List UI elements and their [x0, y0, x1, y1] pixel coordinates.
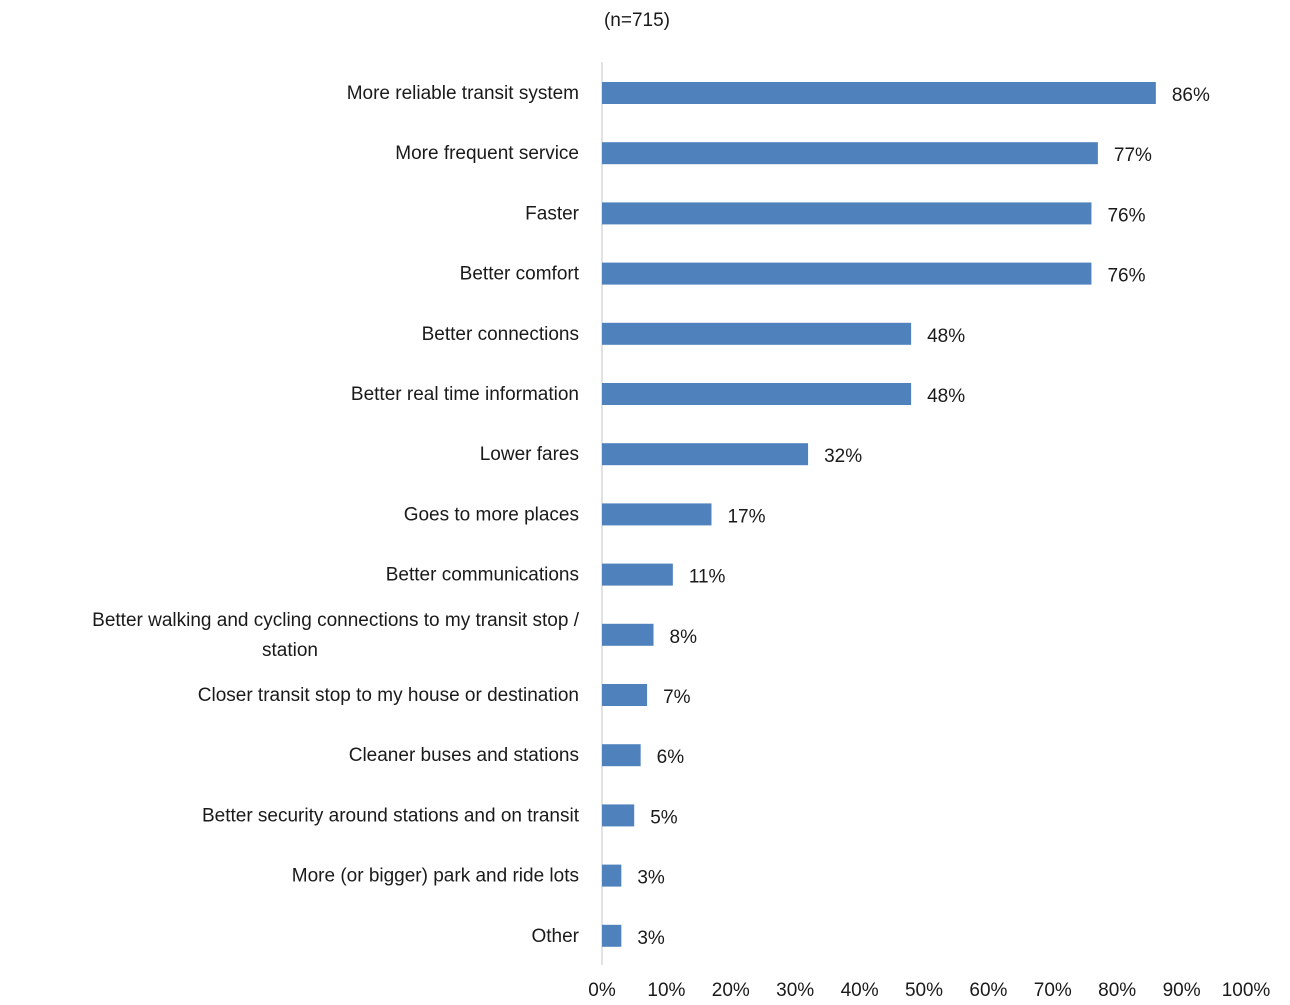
bar-row: Goes to more places 17%: [404, 503, 766, 527]
category-label-line: Better communications: [386, 565, 579, 586]
bar: [602, 684, 648, 706]
x-tick-label: 50%: [905, 980, 943, 1001]
bar-row: Faster 76%: [525, 202, 1146, 226]
x-tick-label: 10%: [647, 980, 685, 1001]
bar: [602, 383, 912, 405]
category-label-line: Closer transit stop to my house or desti…: [198, 685, 579, 706]
category-label: Better comfort: [460, 264, 580, 285]
category-label-line: Better connections: [422, 324, 579, 345]
bar-row: Better comfort 76%: [460, 262, 1146, 287]
bar: [602, 142, 1098, 165]
value-label: 6%: [657, 747, 685, 768]
x-axis-ticks: 0% 10% 20% 30% 40% 50% 60% 70% 80% 90% 100%: [588, 980, 1270, 1001]
bar: [602, 82, 1156, 104]
value-label: 76%: [1107, 205, 1145, 226]
bar: [602, 804, 635, 827]
value-label: 7%: [663, 687, 691, 708]
value-label: 5%: [650, 807, 678, 828]
bar: [602, 443, 809, 466]
bar-row: Cleaner buses and stations 6%: [349, 744, 684, 768]
bar: [602, 503, 712, 526]
category-label-line: Better security around stations and on t…: [202, 805, 580, 826]
category-label-line: More frequent service: [395, 143, 579, 164]
value-label: 11%: [689, 567, 726, 588]
value-label: 32%: [824, 446, 862, 467]
category-label-line: Cleaner buses and stations: [349, 745, 579, 766]
x-tick-label: 0%: [588, 980, 616, 1001]
bar-row: More reliable transit system 86%: [347, 82, 1210, 106]
category-label-line: Faster: [525, 203, 580, 224]
category-label: More reliable transit system: [347, 83, 579, 104]
category-label-line: Better real time information: [351, 384, 579, 405]
bar: [602, 864, 622, 887]
category-label-line: station: [262, 640, 318, 661]
bar-row: Better walking and cycling connections t…: [92, 610, 697, 661]
x-tick-label: 70%: [1034, 980, 1072, 1001]
value-label: 17%: [727, 506, 765, 527]
bar-row: Better communications 11%: [386, 563, 726, 588]
category-label: More (or bigger) park and ride lots: [292, 866, 579, 887]
bar: [602, 563, 673, 586]
value-label: 3%: [637, 868, 665, 889]
category-label-line: Goes to more places: [404, 504, 579, 525]
category-label: Better communications: [386, 565, 579, 586]
x-tick-label: 20%: [712, 980, 750, 1001]
bar-row: Better connections 48%: [422, 322, 965, 347]
category-label-line: Lower fares: [480, 444, 579, 465]
value-label: 48%: [927, 386, 965, 407]
bar-row: More frequent service 77%: [395, 142, 1152, 166]
bar-row: Other 3%: [531, 924, 665, 949]
value-label: 86%: [1172, 85, 1210, 106]
bars-group: More reliable transit system 86% More freq…: [92, 82, 1210, 949]
category-label: Better security around stations and on t…: [202, 805, 580, 826]
category-label: Goes to more places: [404, 504, 579, 525]
bar: [602, 262, 1092, 285]
bar: [602, 744, 641, 767]
category-label: Faster: [525, 203, 580, 224]
x-tick-label: 60%: [969, 980, 1007, 1001]
x-tick-label: 90%: [1163, 980, 1201, 1001]
bar: [602, 322, 912, 345]
category-label-line: Better comfort: [460, 264, 580, 285]
bar-row: Better real time information 48%: [351, 383, 965, 407]
category-label: Cleaner buses and stations: [349, 745, 579, 766]
category-label: Other: [531, 926, 579, 947]
bar-row: Better security around stations and on t…: [202, 804, 678, 828]
bar: [602, 924, 622, 947]
chart-subtitle: (n=715): [604, 10, 670, 31]
category-label-line: Other: [531, 926, 579, 947]
category-label: More frequent service: [395, 143, 579, 164]
category-label: Lower fares: [480, 444, 579, 465]
x-tick-label: 30%: [776, 980, 814, 1001]
value-label: 3%: [637, 928, 665, 949]
bar-row: Closer transit stop to my house or desti…: [198, 684, 691, 708]
value-label: 77%: [1114, 145, 1152, 166]
category-label: Better connections: [422, 324, 579, 345]
category-label-line: Better walking and cycling connections t…: [92, 610, 580, 631]
value-label: 76%: [1107, 266, 1145, 287]
bar: [602, 202, 1092, 225]
bar-row: Lower fares 32%: [480, 443, 862, 467]
category-label: Closer transit stop to my house or desti…: [198, 685, 579, 706]
x-tick-label: 100%: [1222, 980, 1271, 1001]
bar: [602, 623, 654, 646]
x-tick-label: 40%: [841, 980, 879, 1001]
category-label-line: More (or bigger) park and ride lots: [292, 866, 579, 887]
value-label: 48%: [927, 326, 965, 347]
value-label: 8%: [670, 627, 698, 648]
category-label: Better real time information: [351, 384, 579, 405]
category-label-line: More reliable transit system: [347, 83, 579, 104]
category-label: Better walking and cycling connections t…: [92, 610, 580, 661]
x-tick-label: 80%: [1098, 980, 1136, 1001]
bar-row: More (or bigger) park and ride lots 3%: [292, 864, 665, 889]
